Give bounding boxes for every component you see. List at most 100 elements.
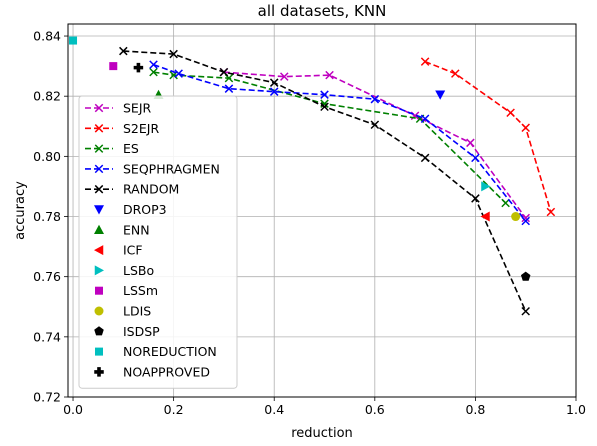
series-isdsp	[520, 271, 531, 281]
series-line	[424, 60, 552, 213]
series-ldis	[511, 212, 521, 222]
series-lsbo	[481, 181, 491, 192]
legend-marker	[94, 306, 104, 316]
axes-ticks: 0.0 0.2 0.4 0.6 0.8 1.0 0.72 0.74 0.76 0.78 0.80 0.…	[33, 29, 586, 417]
y-tick-label: 0.76	[33, 269, 61, 284]
data-point	[435, 90, 446, 100]
legend-item: DROP3	[94, 202, 167, 217]
series-line	[223, 71, 527, 219]
data-point	[511, 212, 521, 222]
data-point	[546, 207, 556, 217]
legend-item: LSBo	[94, 263, 154, 278]
legend-label: ICF	[123, 243, 143, 258]
legend-item: SEQPHRAGMEN	[85, 161, 220, 176]
x-tick-label: 0.4	[264, 402, 284, 417]
legend-item: RANDOM	[85, 182, 179, 197]
data-point	[521, 123, 530, 133]
legend-marker	[94, 164, 104, 174]
legend-label: NOAPPROVED	[123, 364, 210, 379]
data-point	[219, 67, 229, 77]
data-point	[506, 108, 515, 118]
legend-label: ISDSP	[123, 324, 160, 339]
legend-marker	[95, 286, 103, 295]
plot-frame	[67, 23, 577, 398]
legend-item: ICF	[94, 243, 143, 258]
legend-item: S2EJR	[85, 121, 159, 136]
legend-item: ENN	[94, 222, 150, 237]
y-tick-label: 0.80	[33, 149, 61, 164]
legend-item: ES	[85, 141, 139, 156]
legend-item: NOAPPROVED	[94, 364, 210, 379]
x-tick-label: 1.0	[566, 402, 586, 417]
data-point	[169, 49, 178, 59]
data-point	[471, 153, 480, 163]
data-point	[480, 211, 490, 222]
data-point	[521, 216, 530, 226]
data-point	[481, 181, 491, 192]
data-point	[279, 72, 289, 81]
data-point	[370, 120, 380, 130]
legend-marker	[94, 124, 104, 133]
legend-marker	[94, 326, 104, 336]
legend: SEJR S2EJR ES SEQPHRAGMEN RANDOM DROP3 ENN ICF L…	[78, 95, 238, 389]
data-point	[451, 69, 460, 78]
legend-item: LSSm	[95, 283, 158, 298]
series-drop3	[435, 90, 446, 100]
data-point	[501, 198, 510, 208]
data-point	[320, 90, 329, 99]
legend-label: LSSm	[123, 283, 158, 298]
data-point	[133, 62, 144, 73]
x-tick-label: 0.6	[365, 402, 385, 417]
data-point	[269, 87, 279, 96]
data-point	[521, 306, 530, 316]
series-s2ejr	[420, 57, 556, 217]
series-noapproved	[133, 62, 144, 73]
data-point	[521, 213, 530, 223]
data-point	[471, 194, 480, 203]
legend-marker	[94, 265, 104, 276]
data-point	[420, 153, 430, 163]
legend-marker	[94, 184, 104, 194]
data-point	[149, 67, 158, 77]
legend-label: ENN	[123, 222, 150, 237]
data-point	[109, 62, 118, 71]
legend-label: LSBo	[123, 263, 154, 278]
y-tick-label: 0.78	[33, 209, 61, 224]
series-seqphragmen	[149, 60, 530, 226]
chart-title: all datasets, KNN	[258, 2, 387, 20]
data-point	[174, 69, 183, 78]
legend-marker	[95, 347, 103, 356]
y-tick-label: 0.82	[33, 89, 61, 104]
legend-marker	[94, 367, 104, 377]
x-tick-label: 0.8	[465, 402, 485, 417]
legend-marker	[94, 205, 104, 215]
legend-marker	[94, 103, 104, 113]
data-point	[325, 70, 334, 80]
series-icf	[480, 211, 490, 222]
data-point	[119, 46, 128, 56]
data-point	[169, 70, 178, 80]
series-line	[153, 71, 507, 204]
legend-item: ISDSP	[94, 324, 160, 339]
x-tick-label: 0.0	[63, 402, 83, 417]
legend-label: SEJR	[123, 101, 152, 116]
legend-label: RANDOM	[123, 182, 179, 197]
data-point	[420, 114, 430, 124]
legend-label: NOREDUCTION	[123, 344, 217, 359]
data-point	[69, 36, 78, 45]
x-axis-label: reduction	[291, 426, 353, 441]
legend-marker	[94, 144, 104, 153]
legend-box	[78, 95, 238, 389]
series-noreduction	[69, 36, 78, 45]
y-tick-label: 0.72	[33, 390, 61, 405]
legend-marker	[94, 224, 104, 235]
legend-item: NOREDUCTION	[95, 344, 217, 359]
y-tick-label: 0.74	[33, 329, 61, 344]
y-tick-label: 0.84	[33, 29, 61, 44]
data-point	[269, 78, 279, 87]
legend-label: SEQPHRAGMEN	[123, 161, 220, 176]
data-point	[520, 271, 531, 281]
data-point	[149, 60, 158, 69]
series-random	[119, 46, 530, 316]
legend-label: LDIS	[123, 304, 151, 319]
